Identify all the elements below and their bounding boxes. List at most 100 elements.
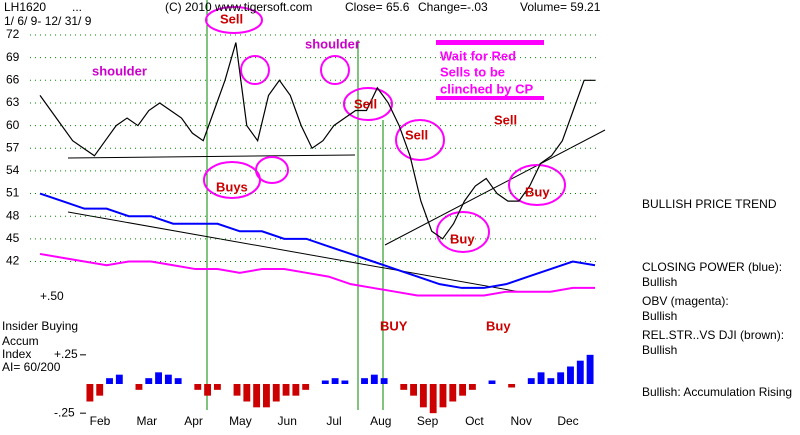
legend-entry: OBV (magenta): <box>642 294 729 308</box>
y-tick-label: 48 <box>6 208 20 222</box>
x-tick-label: Jul <box>326 414 341 428</box>
panel-label: +.50 <box>40 289 64 303</box>
y-tick-label: -.25 <box>54 405 75 419</box>
bar <box>292 384 300 396</box>
annotation: clinched by CP <box>440 81 534 96</box>
bar <box>400 384 408 390</box>
y-tick-label: 69 <box>6 50 20 64</box>
y-tick-label: 66 <box>6 72 20 86</box>
bar <box>419 384 427 408</box>
bar <box>282 384 290 396</box>
bar <box>106 378 113 384</box>
note: BULLISH PRICE TREND <box>642 197 777 211</box>
bar <box>410 384 417 396</box>
note: Bullish <box>642 343 677 357</box>
bar <box>341 380 349 384</box>
bar <box>194 384 202 390</box>
header-text: (C) 2010 www.tigersoft.com <box>165 0 312 14</box>
circle <box>343 87 393 121</box>
series-line <box>39 192 596 289</box>
title: LH1620 <box>4 0 46 14</box>
trend-line <box>67 211 521 293</box>
subtitle: 1/ 6/ 9- 12/ 31/ 9 <box>4 14 92 28</box>
bar <box>488 380 496 384</box>
x-tick-label: Dec <box>557 414 578 428</box>
y-tick-label: 51 <box>6 186 20 200</box>
bar <box>468 384 476 390</box>
legend-entry: CLOSING POWER (blue): <box>642 260 782 274</box>
bar <box>508 384 516 388</box>
annotation: Sell <box>494 112 517 127</box>
y-tick-label: 72 <box>6 27 20 41</box>
x-tick-label: Oct <box>465 414 484 428</box>
bar <box>135 384 143 390</box>
annotation: Sell <box>405 127 428 142</box>
bar <box>243 384 251 402</box>
x-tick-label: Feb <box>90 414 111 428</box>
annotation: shoulder <box>92 63 147 78</box>
x-tick-label: Nov <box>511 414 532 428</box>
bar <box>164 374 172 384</box>
y-tick-label: 42 <box>6 254 20 268</box>
x-tick-label: Sep <box>417 414 439 428</box>
series-line <box>39 252 595 297</box>
bar <box>449 384 457 402</box>
annotation: Sell <box>354 96 377 111</box>
trend-line <box>384 129 606 246</box>
bar <box>361 378 368 384</box>
x-tick-label: Apr <box>184 414 203 428</box>
marker-bar <box>436 96 544 100</box>
circle <box>240 55 270 85</box>
bar <box>380 378 388 384</box>
panel-label: AI= 60/200 <box>2 360 61 374</box>
circle <box>436 211 490 253</box>
annotation: Sells to be <box>440 64 505 79</box>
note: REL.STR..VS DJI (brown): <box>642 328 784 342</box>
annotation: Buy <box>486 318 511 333</box>
circle <box>320 55 350 85</box>
bar <box>331 378 339 384</box>
y-tick-label: 63 <box>6 95 20 109</box>
bar <box>174 378 182 384</box>
bar <box>253 384 261 408</box>
highlight-circles <box>203 6 566 253</box>
bar <box>439 384 447 408</box>
header-text: Close= 65.6 <box>345 0 410 14</box>
x-tick-label: Jun <box>278 414 297 428</box>
bar <box>527 378 535 384</box>
bar <box>115 374 123 384</box>
x-tick-label: May <box>229 414 252 428</box>
bar <box>537 372 545 384</box>
bar <box>272 384 280 402</box>
circle <box>203 161 261 199</box>
y-tick-label: +.25 <box>54 347 78 361</box>
header-text: Change=-.03 <box>418 0 488 14</box>
header-text: ... <box>72 0 82 14</box>
panel-title: Insider Buying <box>2 319 78 333</box>
bar <box>321 380 329 384</box>
bar <box>263 384 270 408</box>
header-text: Volume= 59.21 <box>520 0 601 14</box>
y-tick-label: 54 <box>6 163 20 177</box>
circle <box>255 156 289 184</box>
annotation: shoulder <box>305 36 360 51</box>
y-tick-label: 57 <box>6 140 20 154</box>
series-line <box>39 42 595 240</box>
note: Bullish <box>642 275 677 289</box>
bar <box>567 366 574 384</box>
bar <box>429 384 437 414</box>
bar <box>576 360 584 384</box>
annotation: Buy <box>450 231 475 246</box>
bar <box>557 372 565 384</box>
annotation: Buy <box>525 184 550 199</box>
bar <box>204 384 212 396</box>
y-tick-label: 60 <box>6 118 20 132</box>
annotation: Wait for Red <box>440 48 516 63</box>
panel-label: Accum <box>2 334 39 348</box>
bar <box>86 384 94 402</box>
circle <box>508 164 566 206</box>
bar <box>370 374 378 384</box>
bar <box>459 384 467 396</box>
